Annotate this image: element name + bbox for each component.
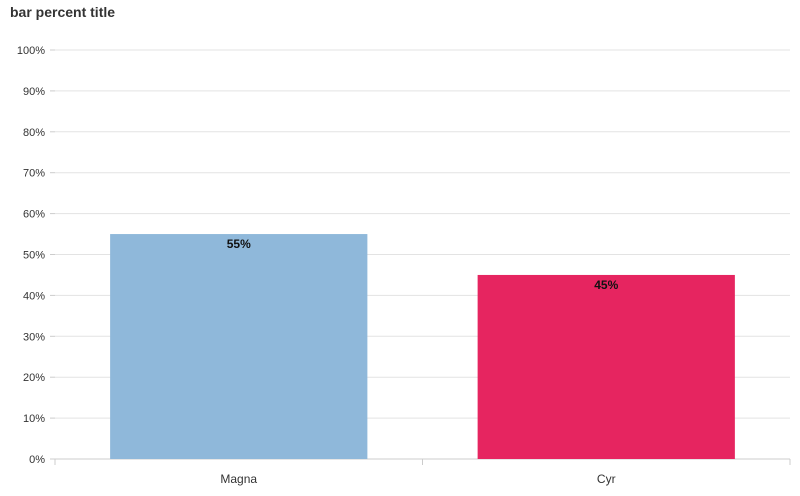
y-tick-label: 100%: [17, 45, 45, 57]
bar-cyr: [477, 274, 735, 459]
x-tick-label: Cyr: [597, 472, 616, 486]
y-tick-label: 80%: [23, 127, 45, 139]
y-tick-label: 0%: [29, 454, 45, 466]
y-tick-label: 10%: [23, 413, 45, 425]
chart-title: bar percent title: [10, 4, 116, 20]
bar-magna: [110, 234, 368, 459]
y-tick-label: 40%: [23, 290, 45, 302]
x-tick-label: Magna: [220, 472, 257, 486]
y-tick-label: 70%: [23, 168, 45, 180]
y-tick-label: 20%: [23, 372, 45, 384]
data-label: 55%: [227, 237, 251, 251]
y-tick-label: 50%: [23, 250, 45, 262]
data-label: 45%: [594, 278, 618, 292]
y-tick-label: 30%: [23, 331, 45, 343]
y-tick-label: 60%: [23, 209, 45, 221]
y-tick-label: 90%: [23, 86, 45, 98]
